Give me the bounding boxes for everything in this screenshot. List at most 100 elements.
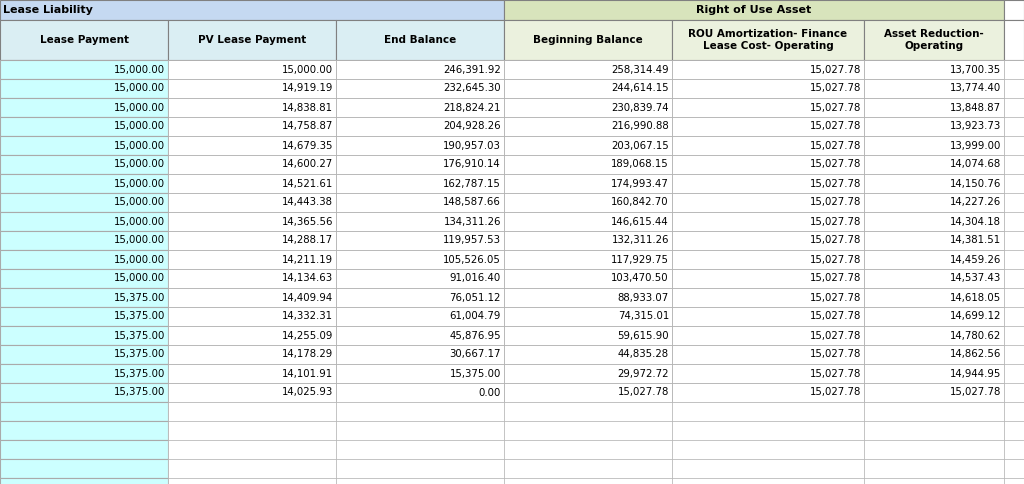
Bar (336, 117, 504, 136)
Bar (336, 364, 504, 383)
Text: 14,838.81: 14,838.81 (282, 103, 333, 112)
Bar (504, 79, 672, 98)
Bar (864, 402, 1004, 421)
Text: 132,311.26: 132,311.26 (611, 236, 669, 245)
Text: 14,227.26: 14,227.26 (949, 197, 1001, 208)
Bar (0, 364, 168, 383)
Text: 15,027.78: 15,027.78 (810, 64, 861, 75)
Bar (168, 440, 336, 459)
Text: 218,824.21: 218,824.21 (443, 103, 501, 112)
Bar (336, 402, 504, 421)
Text: 15,027.78: 15,027.78 (810, 331, 861, 341)
Bar (864, 364, 1004, 383)
Text: 15,000.00: 15,000.00 (114, 140, 165, 151)
Text: 246,391.92: 246,391.92 (443, 64, 501, 75)
Bar (0, 20, 168, 60)
Text: 13,999.00: 13,999.00 (949, 140, 1001, 151)
Text: 14,944.95: 14,944.95 (949, 368, 1001, 378)
Text: 15,000.00: 15,000.00 (114, 121, 165, 132)
Bar (336, 155, 504, 174)
Text: 15,027.78: 15,027.78 (810, 255, 861, 264)
Text: 15,027.78: 15,027.78 (810, 140, 861, 151)
Bar (168, 288, 336, 307)
Bar (672, 478, 864, 484)
Text: 13,774.40: 13,774.40 (949, 84, 1001, 93)
Text: 15,375.00: 15,375.00 (114, 331, 165, 341)
Bar (168, 269, 336, 288)
Bar (168, 136, 336, 155)
Bar (504, 440, 672, 459)
Text: 146,615.44: 146,615.44 (611, 216, 669, 227)
Bar (504, 478, 672, 484)
Text: 148,587.66: 148,587.66 (443, 197, 501, 208)
Bar (672, 364, 864, 383)
Text: 15,027.78: 15,027.78 (949, 388, 1001, 397)
Bar (1004, 60, 1024, 79)
Text: 105,526.05: 105,526.05 (443, 255, 501, 264)
Bar (336, 478, 504, 484)
Bar (864, 79, 1004, 98)
Bar (504, 250, 672, 269)
Bar (0, 212, 168, 231)
Bar (336, 98, 504, 117)
Bar (336, 440, 504, 459)
Text: 189,068.15: 189,068.15 (611, 160, 669, 169)
Bar (168, 193, 336, 212)
Bar (168, 20, 336, 60)
Text: 232,645.30: 232,645.30 (443, 84, 501, 93)
Bar (168, 307, 336, 326)
Text: 117,929.75: 117,929.75 (611, 255, 669, 264)
Text: 14,150.76: 14,150.76 (949, 179, 1001, 188)
Bar (168, 478, 336, 484)
Bar (1004, 478, 1024, 484)
Bar (168, 421, 336, 440)
Bar (1004, 326, 1024, 345)
Text: ROU Amortization- Finance
Lease Cost- Operating: ROU Amortization- Finance Lease Cost- Op… (688, 29, 848, 51)
Bar (336, 421, 504, 440)
Text: 14,699.12: 14,699.12 (949, 312, 1001, 321)
Text: 134,311.26: 134,311.26 (443, 216, 501, 227)
Text: 44,835.28: 44,835.28 (617, 349, 669, 360)
Text: 15,000.00: 15,000.00 (114, 179, 165, 188)
Bar (672, 459, 864, 478)
Text: 29,972.72: 29,972.72 (617, 368, 669, 378)
Bar (504, 345, 672, 364)
Bar (1004, 459, 1024, 478)
Bar (672, 288, 864, 307)
Bar (0, 250, 168, 269)
Bar (336, 383, 504, 402)
Bar (0, 269, 168, 288)
Bar (504, 269, 672, 288)
Bar (168, 231, 336, 250)
Bar (168, 117, 336, 136)
Text: 244,614.15: 244,614.15 (611, 84, 669, 93)
Text: 15,027.78: 15,027.78 (810, 368, 861, 378)
Bar (864, 231, 1004, 250)
Bar (504, 288, 672, 307)
Text: 14,134.63: 14,134.63 (282, 273, 333, 284)
Bar (1004, 250, 1024, 269)
Bar (1004, 155, 1024, 174)
Bar (504, 307, 672, 326)
Bar (1004, 20, 1024, 60)
Text: 204,928.26: 204,928.26 (443, 121, 501, 132)
Text: 15,027.78: 15,027.78 (617, 388, 669, 397)
Bar (0, 440, 168, 459)
Bar (0, 193, 168, 212)
Text: 15,027.78: 15,027.78 (810, 84, 861, 93)
Text: 15,027.78: 15,027.78 (810, 121, 861, 132)
Bar (504, 459, 672, 478)
Bar (0, 0, 504, 20)
Text: 15,000.00: 15,000.00 (114, 64, 165, 75)
Text: 15,027.78: 15,027.78 (810, 273, 861, 284)
Bar (1004, 98, 1024, 117)
Bar (336, 250, 504, 269)
Text: 88,933.07: 88,933.07 (617, 292, 669, 302)
Text: PV Lease Payment: PV Lease Payment (198, 35, 306, 45)
Text: 91,016.40: 91,016.40 (450, 273, 501, 284)
Bar (0, 478, 168, 484)
Text: 14,919.19: 14,919.19 (282, 84, 333, 93)
Bar (168, 98, 336, 117)
Bar (864, 307, 1004, 326)
Bar (336, 20, 504, 60)
